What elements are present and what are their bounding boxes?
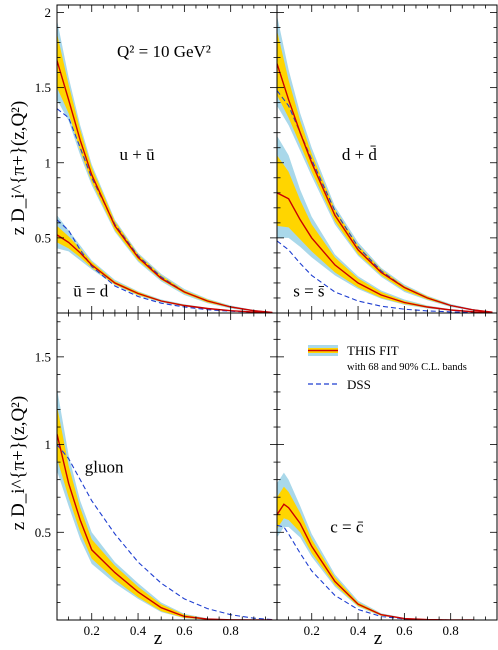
y-tick-label: 1.5: [35, 80, 51, 95]
scale-label: Q² = 10 GeV²: [117, 42, 211, 61]
y-tick-label: 0.5: [35, 525, 51, 540]
panel-ticks: [57, 313, 277, 620]
legend-fit-sublabel: with 68 and 90% C.L. bands: [347, 362, 467, 373]
band-68-c-c: [277, 486, 474, 620]
dss-line-s-s: [277, 240, 493, 313]
x-tick-label: 0.6: [396, 623, 413, 638]
x-tick-label: 0.6: [176, 623, 193, 638]
x-tick-label: 0.4: [130, 623, 147, 638]
curve-label-s-s: s = s̄: [293, 281, 324, 300]
y-axis-label-bottom: z D_i^{π+}(z,Q²): [8, 396, 29, 530]
fit-line-d-d: [277, 63, 493, 313]
panel-bottom-right: 0.2 0.4 0.6 0.8 c = c̄: [276, 312, 498, 638]
panel-ticks: [277, 313, 497, 620]
panel-frame: [276, 312, 498, 621]
legend-fit-label: THIS FIT: [347, 343, 399, 358]
panel-plot-area: [57, 20, 273, 313]
curve-label-gluon: gluon: [85, 458, 124, 477]
x-tick-label: 0.2: [84, 623, 100, 638]
legend: THIS FIT with 68 and 90% C.L. bands DSS: [308, 343, 467, 392]
panel-ticks: [277, 5, 497, 313]
x-tick-label: 0.8: [443, 623, 459, 638]
band-68-d: [57, 225, 273, 313]
band-90-c-c: [277, 472, 474, 620]
curve-label-d: ū = d: [73, 281, 109, 300]
curve-label-c-c: c = c̄: [330, 517, 364, 536]
panel-ticks: [57, 5, 277, 313]
panel-plot-area: [277, 472, 474, 620]
fit-line-d: [57, 234, 273, 313]
x-tick-label: 0.8: [223, 623, 239, 638]
y-axis-label-top: z D_i^{π+}(z,Q²): [8, 101, 29, 235]
x-tick-label: 0.2: [304, 623, 320, 638]
y-tick-label: 1: [45, 437, 52, 452]
band-68-gluon: [57, 406, 273, 620]
panel-top-right: d + d̄ s = s̄: [276, 4, 498, 314]
curve-label-d-d: d + d̄: [342, 145, 378, 164]
y-tick-label: 1: [45, 155, 52, 170]
panel-plot-area: [277, 15, 493, 313]
panel-bottom-left: 0.5 1 1.5 0.2 0.4 0.6 0.8 gluon: [35, 312, 278, 638]
curve-label-u: u + ū: [120, 145, 156, 164]
band-68-d-d: [277, 30, 493, 313]
panel-plot-area: [57, 388, 273, 620]
fit-line-u: [57, 60, 273, 313]
y-tick-label: 0.5: [35, 230, 51, 245]
fit-line-s-s: [277, 192, 493, 313]
y-tick-label: 1.5: [35, 349, 51, 364]
panels-layer: 0.5 1 1.5 2 u + ū ū = d d + d̄ s = s̄ 0.5 1 1.5 0.2…: [35, 4, 498, 638]
x-tick-label: 0.4: [350, 623, 367, 638]
legend-dss-label: DSS: [347, 377, 371, 392]
y-tick-label: 2: [45, 5, 52, 20]
x-axis-label-left: z: [154, 628, 162, 649]
x-axis-label-right: z: [374, 628, 382, 649]
